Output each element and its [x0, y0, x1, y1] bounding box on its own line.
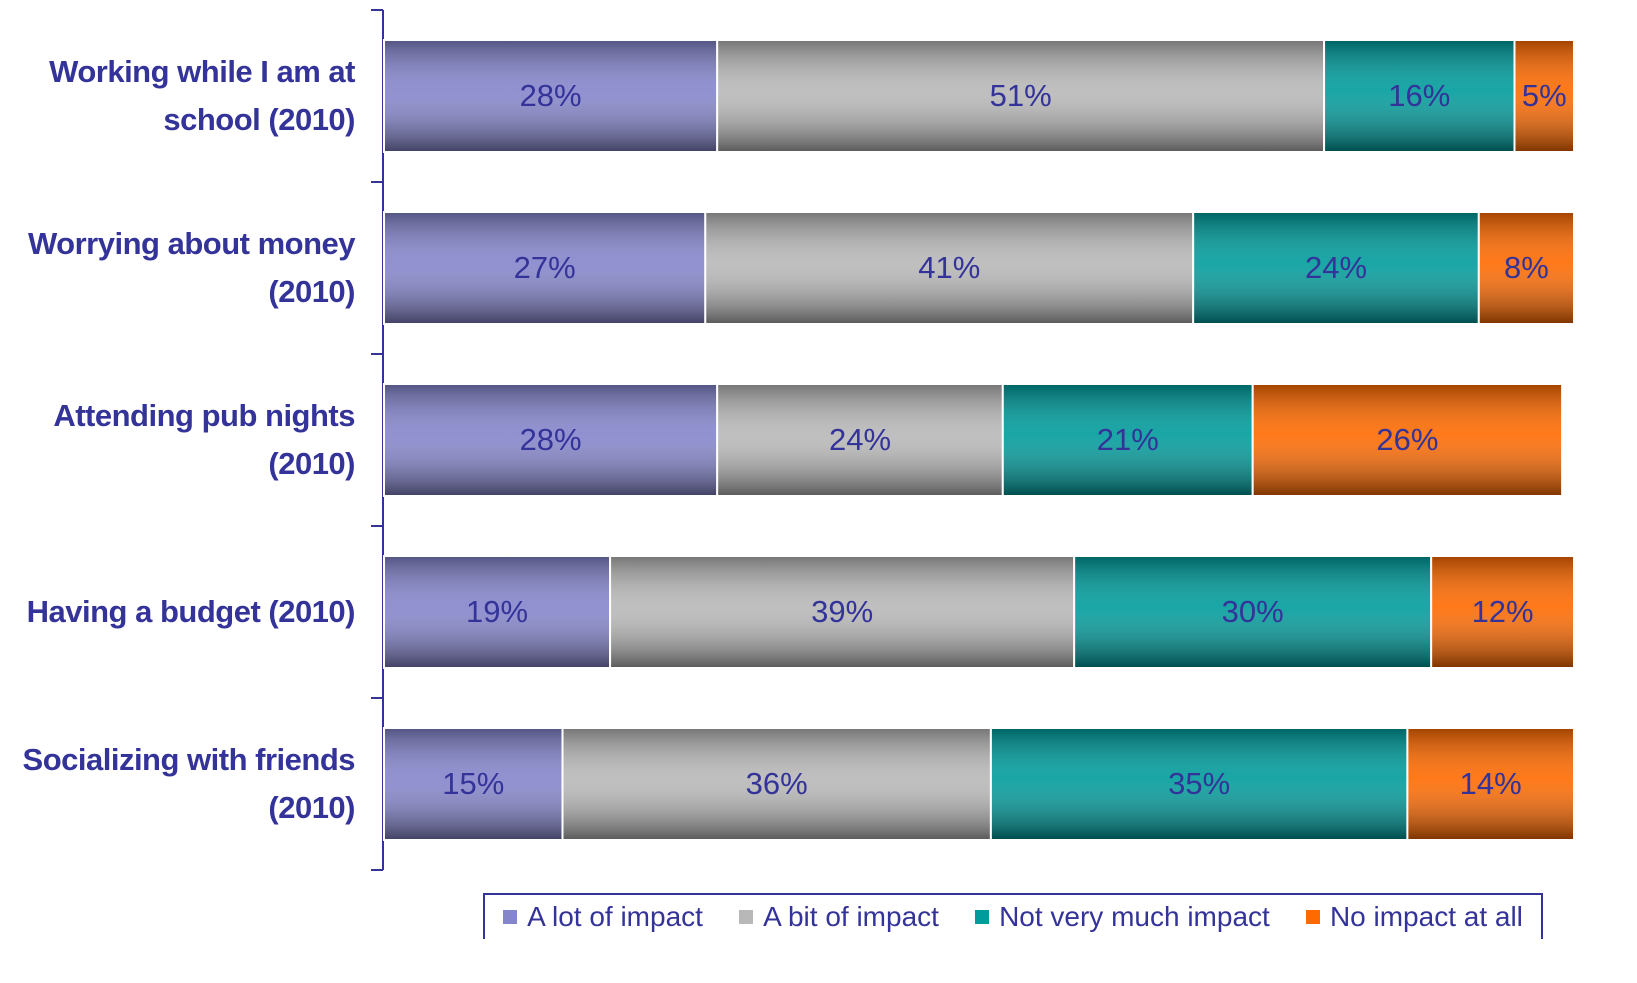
- legend-label: A lot of impact: [527, 901, 703, 932]
- legend-item: Not very much impact: [975, 901, 1270, 933]
- category-label: Worrying about money (2010): [27, 226, 356, 309]
- data-label: 14%: [1460, 766, 1522, 801]
- legend-label: Not very much impact: [999, 901, 1270, 932]
- legend-swatch: [503, 910, 518, 924]
- data-label: 39%: [811, 594, 873, 629]
- legend-label: No impact at all: [1329, 901, 1523, 932]
- data-label: 21%: [1097, 422, 1159, 457]
- legend-item: A lot of impact: [503, 901, 703, 933]
- data-label: 41%: [918, 250, 980, 285]
- data-label: 15%: [442, 766, 504, 801]
- data-label: 28%: [520, 78, 582, 113]
- data-label: 51%: [990, 78, 1052, 113]
- legend-item: No impact at all: [1305, 901, 1523, 933]
- data-label: 30%: [1222, 594, 1284, 629]
- data-label: 24%: [829, 422, 891, 457]
- data-label: 24%: [1305, 250, 1367, 285]
- legend-label: A bit of impact: [763, 901, 939, 932]
- legend-swatch: [975, 910, 990, 924]
- tick-bottom: [371, 869, 383, 871]
- data-label: 19%: [466, 594, 528, 629]
- data-label: 27%: [514, 250, 576, 285]
- data-label: 8%: [1504, 250, 1549, 285]
- data-label: 26%: [1376, 422, 1438, 457]
- data-label: 12%: [1472, 594, 1534, 629]
- legend-swatch: [739, 910, 754, 924]
- legend: A lot of impact A bit of impact Not very m…: [483, 893, 1543, 939]
- data-label: 16%: [1388, 78, 1450, 113]
- legend-swatch: [1305, 910, 1320, 924]
- category-label: Attending pub nights (2010): [53, 398, 355, 481]
- data-label: 5%: [1522, 78, 1567, 113]
- category-label: Socializing with friends (2010): [22, 742, 356, 825]
- data-label: 36%: [746, 766, 808, 801]
- data-label: 28%: [520, 422, 582, 457]
- category-label: Working while I am at school (2010): [49, 54, 355, 137]
- legend-item: A bit of impact: [739, 901, 939, 933]
- category-label: Having a budget (2010): [26, 594, 356, 629]
- data-label: 35%: [1168, 766, 1230, 801]
